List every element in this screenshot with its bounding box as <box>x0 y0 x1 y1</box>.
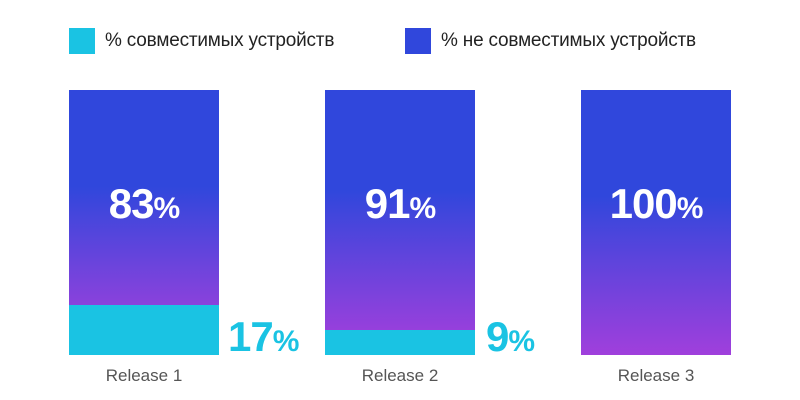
bar-segment-incompatible: 100% <box>581 90 731 355</box>
category-label-release-1: Release 1 <box>105 366 183 385</box>
bar-segment-compatible <box>69 305 219 355</box>
bar-value-incompatible: 100% <box>609 180 704 227</box>
bar-segment-compatible <box>325 330 475 355</box>
category-label-release-2: Release 2 <box>361 366 439 385</box>
legend-item-incompatible: % не совместимых устройств <box>405 28 696 54</box>
bar-value-incompatible: 91% <box>364 180 436 227</box>
legend-label-incompatible: % не совместимых устройств <box>441 30 696 51</box>
legend-label-compatible: % совместимых устройств <box>105 30 335 51</box>
bar-segment-incompatible: 83% <box>69 90 219 305</box>
legend-swatch-incompatible <box>405 28 431 54</box>
legend-swatch-compatible <box>69 28 95 54</box>
bar-value-incompatible: 83% <box>108 180 180 227</box>
category-label-release-3: Release 3 <box>617 366 695 385</box>
bar-release-3: 100% <box>581 90 731 355</box>
side-value-compatible-release-1: 17% <box>228 313 299 360</box>
side-value-compatible-release-2: 9% <box>486 313 535 360</box>
bar-release-1: 83% <box>69 90 219 355</box>
legend-item-compatible: % совместимых устройств <box>69 28 335 54</box>
bar-release-2: 91% <box>325 90 475 355</box>
bar-segment-incompatible: 91% <box>325 90 475 330</box>
